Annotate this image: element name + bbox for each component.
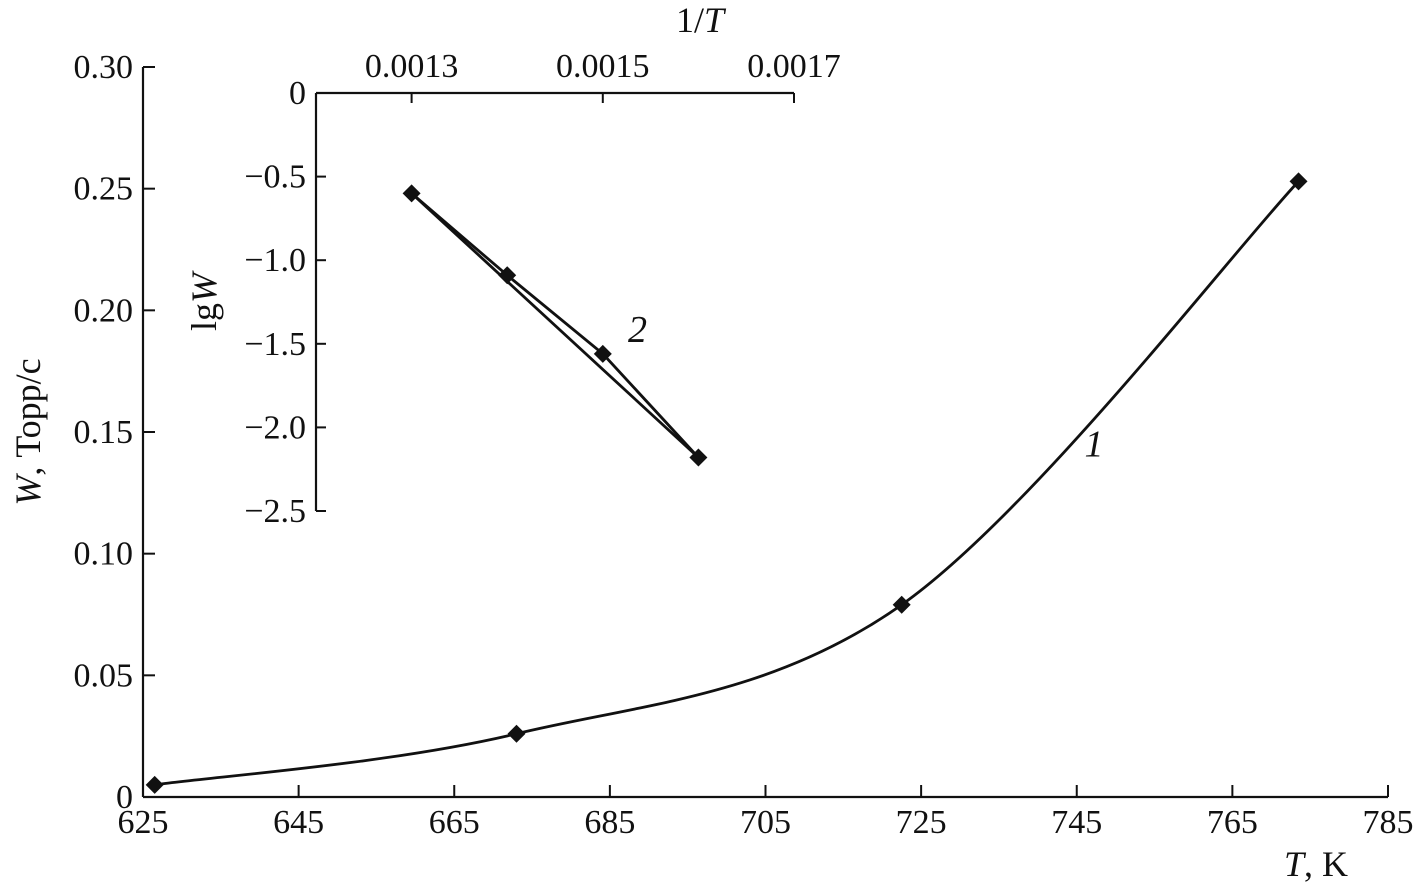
y-tick-label: 0.25: [74, 171, 134, 208]
y-tick-label: 0.05: [74, 657, 134, 694]
x-axis-title: T, K: [1284, 844, 1348, 884]
series-1-point: [1289, 172, 1308, 191]
series-2-fit-line: [410, 192, 700, 459]
series-1-point: [145, 775, 164, 794]
x-tick-label: 645: [273, 804, 324, 841]
series-1-point: [892, 595, 911, 614]
series-2-line: [410, 192, 700, 459]
series-1-point: [507, 724, 526, 743]
series-1-line: [154, 180, 1300, 787]
x-tick-label: 765: [1207, 804, 1258, 841]
y-tick-label: 0.10: [74, 536, 134, 573]
x-tick-label: 685: [584, 804, 635, 841]
y-tick-label: 0.20: [74, 292, 134, 329]
x-tick-label: 745: [1051, 804, 1102, 841]
y-tick-label: 0.30: [74, 49, 134, 86]
y-tick-label: 0.15: [74, 414, 134, 451]
x-tick-label: 625: [118, 804, 169, 841]
inset-y-tick-label: 0: [289, 75, 306, 112]
inset-y-tick-label: −0.5: [244, 159, 306, 196]
x-tick-label: 665: [429, 804, 480, 841]
inset-x-tick-label: 0.0015: [556, 48, 650, 85]
x-tick-label: 705: [740, 804, 791, 841]
inset-plot: 0.0013 0.0015 0.0017 0 −0.5 −1.0 −1.5 −2.0 −2.5 1…: [184, 0, 841, 530]
series-2-point: [402, 184, 421, 203]
series-2-label: 2: [628, 309, 647, 351]
inset-x-tick-label: 0.0013: [365, 48, 459, 85]
series-1-label: 1: [1085, 423, 1104, 465]
main-plot: 625 645 665 685 705 725 745 765 785 0 0.05 0.10 0.15…: [8, 49, 1414, 884]
inset-y-tick-label: −1.0: [244, 242, 306, 279]
x-tick-label: 725: [896, 804, 947, 841]
inset-y-tick-label: −2.0: [244, 409, 306, 446]
inset-y-tick-label: −2.5: [244, 493, 306, 530]
inset-x-axis-title: 1/T: [676, 0, 727, 40]
series-2-point: [689, 448, 708, 467]
y-axis-title: W, Торр/с: [8, 358, 48, 505]
inset-y-tick-label: −1.5: [244, 326, 306, 363]
inset-y-axis-title: lgW: [184, 270, 224, 331]
series-2-point: [498, 266, 517, 285]
y-tick-label: 0: [116, 779, 133, 816]
inset-x-tick-label: 0.0017: [747, 48, 841, 85]
series-2-point: [593, 344, 612, 363]
x-tick-label: 785: [1363, 804, 1414, 841]
